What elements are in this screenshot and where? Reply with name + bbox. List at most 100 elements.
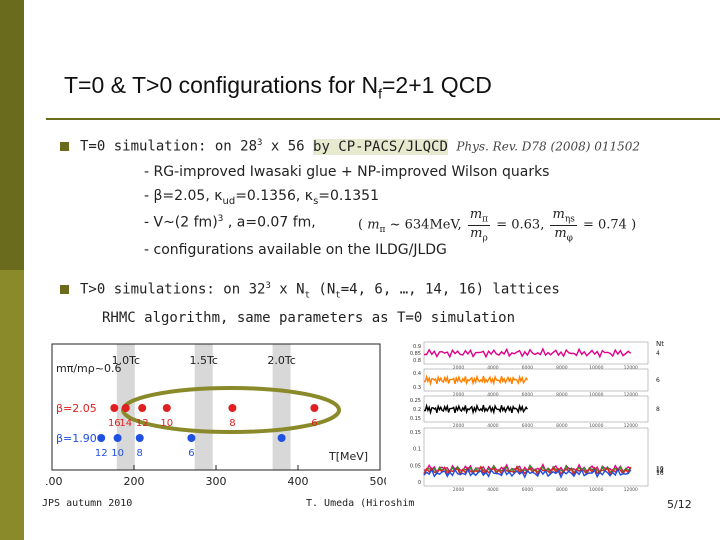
mc-panel-frame-0: [423, 341, 649, 365]
mc-x-tick: 8000: [556, 365, 568, 371]
bullet-t-finite: T>0 simulations: on 323 x Nt (Nt=4, 6, ……: [80, 281, 560, 300]
x-tick-label-2: 300: [206, 475, 227, 488]
mc-series-label-14: 14: [656, 468, 664, 475]
sidebar-accent: [0, 0, 24, 540]
bullet-tf-sub: t: [304, 290, 310, 301]
mass-ratio-annotation: mπ/mρ~0.6: [56, 362, 121, 375]
title-rule: [46, 118, 720, 120]
data-label: 6: [188, 448, 194, 459]
mc-x-tick: 8000: [556, 392, 568, 398]
formula-open: (: [358, 217, 364, 233]
mc-x-tick: 10000: [589, 487, 603, 493]
data-label: 12: [95, 448, 108, 459]
series-label-1: β=1.90: [56, 432, 97, 445]
x-tick-label-3: 400: [288, 475, 309, 488]
tc-band-2: [272, 344, 291, 470]
bullet-tf-mid: x N: [270, 281, 305, 298]
data-point: [121, 404, 130, 412]
mc-x-tick: 12000: [624, 392, 638, 398]
mc-y-tick: 0.3: [413, 385, 421, 391]
mc-x-tick: 2000: [453, 365, 465, 371]
subline-params: - β=2.05, κud=0.1356, κs=0.1351: [144, 188, 379, 207]
mc-series-label-10: 10: [656, 466, 664, 473]
formula-m-pi: m: [367, 217, 380, 233]
mc-y-tick: 0.2: [413, 407, 421, 413]
frac2-den: m: [554, 225, 567, 241]
mc-x-tick: 10000: [589, 392, 603, 398]
bullet-t0-pre: T=0 simulation: on 28: [80, 138, 258, 155]
data-label: 16: [108, 418, 121, 429]
data-label: 6: [311, 418, 317, 429]
x-tick-label-4: 500: [370, 475, 387, 488]
data-point: [110, 404, 119, 412]
mc-x-tick: 2000: [453, 392, 465, 398]
mc-x-tick: 12000: [624, 487, 638, 493]
data-label: 8: [137, 448, 143, 459]
subline-volume-b: 3: [217, 214, 224, 224]
temperature-chart: 1.0Tc 1.5Tc 2.0Tc 100 200 300 400 500 mπ/mρ~0.…: [46, 340, 386, 492]
mc-x-tick: 6000: [522, 487, 534, 493]
mc-x-tick: 10000: [589, 423, 603, 429]
title-sub: f: [378, 85, 382, 102]
subline-volume-a: - V~(2 fm): [144, 214, 218, 231]
footer-author: T. Umeda (Hiroshim: [306, 498, 415, 509]
subline-ildg: - configurations available on the ILDG/J…: [144, 242, 447, 258]
mc-x-tick: 10000: [589, 365, 603, 371]
mc-series-16: [423, 467, 632, 479]
bullet-t0-highlight: by CP-PACS/JLQCD: [313, 138, 448, 155]
subline-params-a: - β=2.05, κ: [144, 188, 223, 204]
mc-x-tick: 4000: [487, 487, 499, 493]
mc-x-tick: 12000: [624, 423, 638, 429]
data-point: [97, 434, 106, 442]
subline-volume: - V~(2 fm)3 , a=0.07 fm,: [144, 214, 316, 231]
data-point: [187, 434, 196, 442]
bullet-tf-sub2: t: [335, 290, 341, 301]
mc-history-chart: Nt 0.90.850.8 4 2000 4000 6000 8000 10000 12000…: [398, 336, 666, 518]
frac2-num-sub: ηs: [564, 214, 575, 225]
data-point: [135, 434, 144, 442]
data-label: 10: [111, 448, 124, 459]
mc-x-tick: 8000: [556, 487, 568, 493]
mc-series-label-6: 6: [656, 377, 660, 384]
title-post: =2+1 QCD: [381, 72, 492, 98]
series-label-0: β=2.05: [56, 402, 97, 415]
slide-title: T=0 & T>0 configurations for Nf=2+1 QCD: [64, 72, 492, 102]
mc-y-tick: 0.25: [410, 398, 421, 404]
footer-conference: JPS autumn 2010: [42, 498, 133, 509]
x-tick-label-0: 100: [46, 475, 63, 488]
mc-x-tick: 4000: [487, 423, 499, 429]
mc-series-4: [424, 347, 632, 359]
mc-x-tick: 2000: [453, 487, 465, 493]
subline-params-e: =0.1351: [318, 188, 379, 204]
mc-series-label-4: 4: [656, 350, 660, 357]
mc-y-tick: 0.85: [410, 351, 421, 357]
mc-y-tick: 0.15: [410, 430, 421, 436]
formula-m-pi-sub: π: [379, 225, 386, 236]
mc-x-tick: 6000: [522, 365, 534, 371]
mc-y-tick: 0.1: [413, 447, 421, 453]
bullet-t0-ref: Phys. Rev. D78 (2008) 011502: [456, 139, 641, 154]
subline-params-d: s: [313, 195, 319, 207]
data-label: 14: [119, 418, 132, 429]
frac1-num: m: [469, 207, 483, 222]
mc-x-tick: 12000: [624, 365, 638, 371]
data-point: [162, 404, 171, 412]
frac2-den-sub: φ: [566, 233, 573, 244]
subline-params-c: =0.1356, κ: [235, 188, 314, 204]
mc-series-label-16: 16: [656, 470, 664, 477]
title-pre: T=0 & T>0 configurations for N: [64, 72, 379, 98]
bullet-tf-pre: T>0 simulations: on 32: [80, 281, 266, 298]
data-point: [310, 404, 319, 412]
subline-action: - RG-improved Iwasaki glue + NP-improved…: [144, 164, 550, 180]
tc-label-0: 1.0Tc: [112, 354, 140, 367]
bullet-t0-mid: x 56: [262, 138, 314, 155]
fraction-pi-rho: mπ mρ: [467, 207, 491, 243]
mass-ratio-formula: ( mπ ~ 634MeV, mπ mρ = 0.63, mηs mφ = 0.74…: [358, 207, 636, 243]
mc-series-8: [424, 403, 528, 416]
data-label: 8: [229, 418, 235, 429]
rhmc-note: RHMC algorithm, same parameters as T=0 s…: [102, 310, 516, 326]
page-number: 5/12: [667, 498, 692, 511]
data-point: [228, 404, 237, 412]
mc-x-tick: 4000: [487, 365, 499, 371]
mc-y-tick: 0.15: [410, 416, 421, 422]
